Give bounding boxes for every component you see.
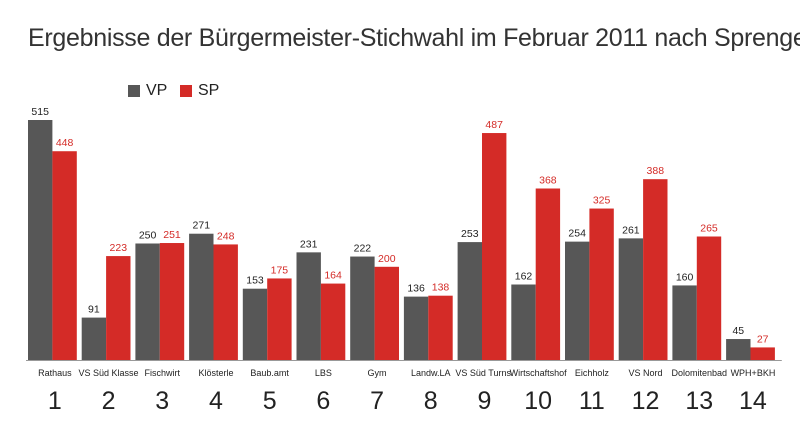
bar-sp-13 <box>696 236 722 360</box>
category-label-10: Wirtschaftshof <box>510 368 568 378</box>
bar-sp-12 <box>643 179 668 360</box>
category-label-1: Rathaus <box>38 368 72 378</box>
category-label-5: Baub.amt <box>250 368 289 378</box>
bar-sp-9 <box>482 133 507 360</box>
data-label-sp-3: 251 <box>163 229 181 241</box>
data-label-sp-6: 164 <box>324 270 342 282</box>
bar-vp-8 <box>403 296 429 360</box>
category-number-4: 4 <box>209 387 223 415</box>
category-number-10: 10 <box>524 387 552 415</box>
bar-sp-11 <box>589 208 614 360</box>
category-label-7: Gym <box>368 368 387 378</box>
bar-sp-1 <box>52 151 77 360</box>
category-label-12: VS Nord <box>629 368 663 378</box>
bar-sp-10 <box>535 188 561 360</box>
data-label-vp-5: 153 <box>246 275 264 287</box>
data-label-sp-13: 265 <box>700 223 718 235</box>
data-label-sp-14: 27 <box>757 333 769 345</box>
data-label-vp-10: 162 <box>515 271 533 283</box>
data-label-vp-7: 222 <box>354 243 372 255</box>
category-label-14: WPH+BKH <box>731 368 776 378</box>
bar-vp-9 <box>457 242 482 360</box>
data-label-vp-12: 261 <box>622 224 640 236</box>
legend-label-vp: VP <box>146 82 168 99</box>
bar-sp-5 <box>267 278 292 360</box>
bar-sp-14 <box>750 347 775 360</box>
data-label-sp-10: 368 <box>539 175 557 187</box>
data-label-vp-13: 160 <box>676 271 694 283</box>
bar-sp-2 <box>106 256 131 360</box>
data-label-vp-1: 515 <box>31 106 49 118</box>
data-label-vp-4: 271 <box>193 220 211 232</box>
bar-vp-5 <box>242 288 268 360</box>
data-label-vp-9: 253 <box>461 228 479 240</box>
data-label-sp-2: 223 <box>110 242 128 254</box>
data-label-vp-8: 136 <box>407 283 425 295</box>
category-number-11: 11 <box>579 387 605 415</box>
data-label-sp-11: 325 <box>593 195 611 207</box>
bar-sp-4 <box>213 244 238 360</box>
data-label-sp-8: 138 <box>432 282 450 294</box>
legend-swatch-sp <box>180 85 192 97</box>
category-number-9: 9 <box>477 387 491 415</box>
category-label-11: Eichholz <box>575 368 610 378</box>
category-number-12: 12 <box>632 387 660 415</box>
category-number-2: 2 <box>102 387 116 415</box>
legend-label-sp: SP <box>198 82 220 99</box>
legend-swatch-vp <box>128 85 140 97</box>
category-number-1: 1 <box>48 387 62 415</box>
data-label-sp-1: 448 <box>56 137 74 149</box>
category-label-13: Dolomitenbad <box>671 368 727 378</box>
data-label-vp-3: 250 <box>139 229 157 241</box>
category-number-6: 6 <box>316 387 330 415</box>
bar-vp-4 <box>189 233 214 360</box>
data-label-vp-11: 254 <box>568 228 586 240</box>
data-label-sp-12: 388 <box>647 165 665 177</box>
bar-vp-2 <box>81 317 107 360</box>
data-label-sp-5: 175 <box>271 264 289 276</box>
data-label-vp-6: 231 <box>300 238 318 250</box>
data-label-vp-2: 91 <box>88 304 100 316</box>
category-number-5: 5 <box>263 387 277 415</box>
data-label-sp-4: 248 <box>217 230 235 242</box>
category-number-3: 3 <box>155 387 169 415</box>
category-label-2: VS Süd Klasse <box>79 368 139 378</box>
category-label-9: VS Süd Turns. <box>455 368 513 378</box>
bar-vp-7 <box>350 256 375 360</box>
bar-sp-8 <box>428 295 453 360</box>
category-number-14: 14 <box>739 387 767 415</box>
bar-sp-3 <box>159 243 185 360</box>
bar-vp-6 <box>296 252 321 360</box>
bar-vp-1 <box>28 120 53 360</box>
data-label-vp-14: 45 <box>732 325 744 337</box>
bar-sp-6 <box>320 283 346 360</box>
bar-vp-3 <box>135 243 160 360</box>
data-label-sp-9: 487 <box>485 119 503 131</box>
bar-sp-7 <box>374 266 399 360</box>
category-number-13: 13 <box>685 387 713 415</box>
bar-vp-12 <box>618 238 644 360</box>
bar-vp-10 <box>511 284 536 360</box>
category-label-3: Fischwirt <box>145 368 181 378</box>
bar-vp-14 <box>726 339 751 360</box>
bar-vp-13 <box>672 285 697 360</box>
chart-title: Ergebnisse der Bürgermeister-Stichwahl i… <box>28 24 800 52</box>
category-label-8: Landw.LA <box>411 368 451 378</box>
bar-vp-11 <box>565 241 590 360</box>
category-number-7: 7 <box>370 387 384 415</box>
category-number-8: 8 <box>424 387 438 415</box>
category-label-4: Klösterle <box>198 368 233 378</box>
data-label-sp-7: 200 <box>378 253 396 265</box>
category-label-6: LBS <box>315 368 332 378</box>
